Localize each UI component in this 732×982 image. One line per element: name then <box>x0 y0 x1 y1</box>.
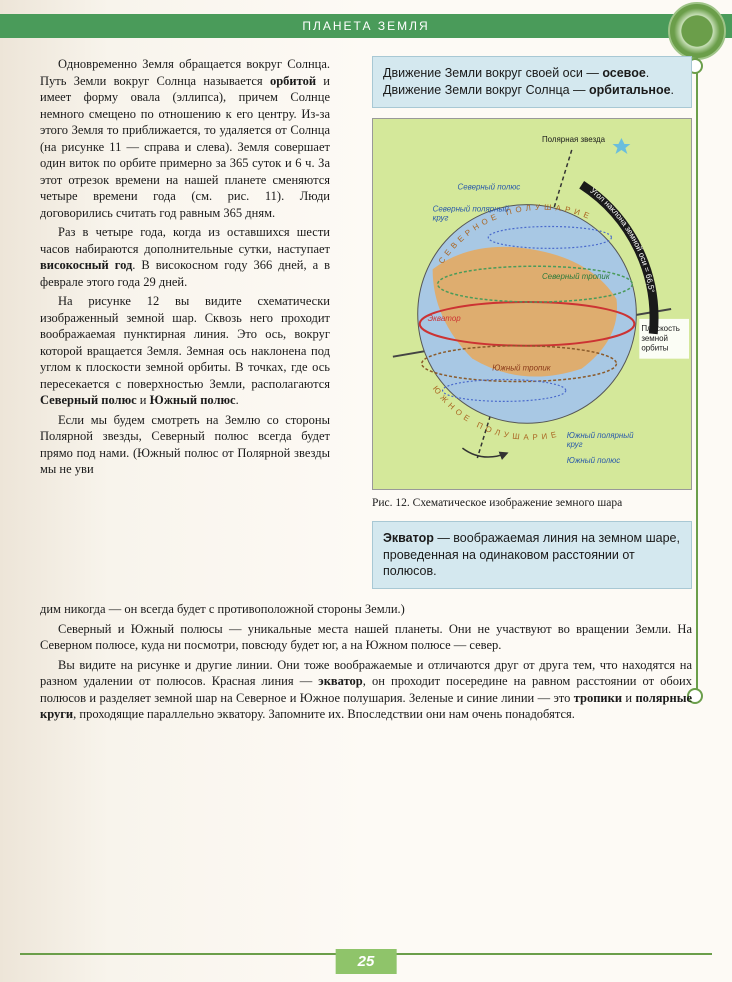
content-area: Движение Земли вокруг своей оси — осевое… <box>40 56 692 942</box>
body-para: Раз в четыре года, когда из оставшихся ш… <box>40 224 330 290</box>
body-para: дим никогда — он всегда будет с противоп… <box>40 601 692 618</box>
figure-caption: Рис. 12. Схематическое изображение земно… <box>372 496 692 511</box>
body-text: Раз в четыре года, когда из оставшихся ш… <box>40 225 330 256</box>
term: тропики <box>574 691 622 705</box>
body-text: и имеет форму овала (эллипса), причем Со… <box>40 74 330 220</box>
body-text: На рисунке 12 вы видите схематически изо… <box>40 294 330 391</box>
body-text: и <box>137 393 150 407</box>
def-term: орбитальное <box>589 83 671 97</box>
body-para: Вы видите на рисунке и другие линии. Они… <box>40 657 692 723</box>
body-para: Одновременно Земля обращается вокруг Сол… <box>40 56 330 221</box>
def-text: . <box>646 66 649 80</box>
term: високосный год <box>40 258 132 272</box>
globe-diagram: Полярная звезда Плоскость земной орбиты <box>373 119 691 489</box>
section-header: ПЛАНЕТА ЗЕМЛЯ <box>0 14 732 38</box>
polar-star-label: Полярная звезда <box>542 135 606 144</box>
def-text: Движение Земли вокруг своей оси — <box>383 66 602 80</box>
body-para: На рисунке 12 вы видите схематически изо… <box>40 293 330 409</box>
def-term: осевое <box>602 66 645 80</box>
globe-figure: Полярная звезда Плоскость земной орбиты <box>372 118 692 490</box>
term: Северный полюс <box>40 393 137 407</box>
margin-line <box>696 55 698 695</box>
north-tropic-label: Северный тропик <box>542 272 610 281</box>
south-pole-label: Южный полюс <box>567 456 620 465</box>
star-badge-icon <box>668 2 726 60</box>
body-text: и <box>622 691 635 705</box>
definition-box-motion: Движение Земли вокруг своей оси — осевое… <box>372 56 692 108</box>
south-tropic-label: Южный тропик <box>492 363 551 372</box>
page-number: 25 <box>336 949 397 974</box>
def-text: Движение Земли вокруг Солнца — <box>383 83 589 97</box>
north-pole-label: Северный полюс <box>457 182 520 191</box>
term: Южный полюс <box>150 393 236 407</box>
right-column: Движение Земли вокруг своей оси — осевое… <box>372 56 692 599</box>
def-term: Экватор <box>383 531 434 545</box>
body-para: Если мы будем смотреть на Землю со сторо… <box>40 412 330 478</box>
equator-label: Экватор <box>428 314 462 323</box>
body-text: , проходящие параллельно экватору. Запом… <box>73 707 575 721</box>
def-text: . <box>671 83 674 97</box>
textbook-page: ПЛАНЕТА ЗЕМЛЯ Движение Земли вокруг свое… <box>0 0 732 982</box>
body-text: . <box>236 393 239 407</box>
term: экватор <box>318 674 362 688</box>
left-column: Одновременно Земля обращается вокруг Сол… <box>40 56 330 481</box>
full-width-text: дим никогда — он всегда будет с противоп… <box>40 599 692 723</box>
term: орбитой <box>270 74 316 88</box>
body-para: Северный и Южный полюсы — уникальные мес… <box>40 621 692 654</box>
definition-box-equator: Экватор — воображаемая линия на земном ш… <box>372 521 692 590</box>
